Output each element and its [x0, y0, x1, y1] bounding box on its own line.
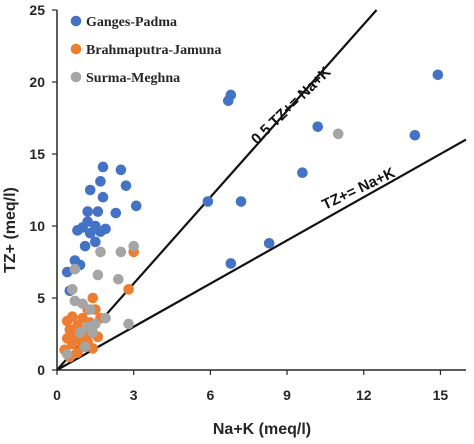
legend: Ganges-Padma Brahmaputra-Jamuna Surma-Me…	[70, 15, 221, 86]
data-point-ganges-padma	[312, 121, 324, 132]
legend-marker-surma	[70, 71, 82, 83]
data-point-surma-meghna	[92, 269, 104, 281]
data-point-ganges-padma	[115, 164, 127, 176]
data-point-ganges-padma	[432, 69, 444, 81]
data-point-ganges-padma	[92, 206, 104, 217]
data-point-surma-meghna	[79, 341, 91, 353]
data-point-surma-meghna	[113, 273, 124, 285]
data-point-ganges-padma	[130, 200, 142, 212]
data-point-ganges-padma	[97, 191, 109, 203]
data-point-ganges-padma	[110, 207, 122, 219]
y-tick-label: 5	[37, 290, 45, 306]
data-point-surma-meghna	[115, 246, 127, 258]
reference-line-2	[56, 138, 467, 371]
data-point-ganges-padma	[409, 129, 421, 141]
data-point-ganges-padma	[100, 223, 111, 235]
x-tick-label: 6	[206, 387, 214, 403]
y-tick-label: 15	[29, 146, 45, 162]
data-point-surma-meghna	[77, 298, 88, 310]
data-point-surma-meghna	[84, 304, 96, 315]
data-point-ganges-padma	[225, 89, 237, 101]
legend-marker-ganges	[70, 15, 82, 27]
x-tick-label: 15	[433, 387, 449, 403]
data-point-surma-meghna	[67, 284, 78, 295]
data-point-ganges-padma	[84, 184, 96, 196]
y-tick-label: 20	[29, 74, 45, 90]
data-point-ganges-padma	[120, 180, 132, 191]
legend-label-brahmaputra: Brahmaputra-Jamuna	[86, 43, 221, 58]
data-point-ganges-padma	[235, 196, 247, 207]
data-point-ganges-padma	[263, 237, 275, 249]
data-point-brahmaputra-jamuna	[123, 284, 134, 295]
y-tick-label: 25	[29, 2, 45, 18]
data-point-ganges-padma	[202, 196, 214, 207]
x-tick-label: 9	[283, 387, 291, 403]
x-tick-label: 12	[356, 387, 372, 403]
data-point-surma-meghna	[61, 348, 73, 360]
data-point-surma-meghna	[87, 327, 99, 338]
data-point-brahmaputra-jamuna	[67, 311, 78, 323]
y-axis-title: TZ+ (meq/l)	[2, 187, 19, 273]
data-point-surma-meghna	[69, 263, 81, 275]
data-point-ganges-padma	[225, 258, 237, 269]
legend-label-ganges: Ganges-Padma	[86, 15, 177, 30]
x-tick-label: 0	[53, 387, 61, 403]
legend-label-surma: Surma-Meghna	[86, 71, 180, 86]
data-point-ganges-padma	[95, 176, 106, 187]
data-point-brahmaputra-jamuna	[87, 292, 99, 304]
data-point-ganges-padma	[82, 206, 93, 217]
x-axis-title: Na+K (meq/l)	[213, 421, 311, 438]
data-point-surma-meghna	[100, 312, 111, 324]
data-point-surma-meghna	[74, 327, 86, 338]
data-point-surma-meghna	[332, 128, 344, 140]
data-point-surma-meghna	[123, 318, 134, 330]
data-point-surma-meghna	[95, 246, 106, 258]
data-point-surma-meghna	[90, 318, 101, 330]
data-points	[59, 69, 444, 363]
axes: 0 3 6 9 12 15 0 5 10 15 20 25	[29, 2, 466, 403]
x-tick-label: 3	[130, 387, 138, 403]
data-point-ganges-padma	[297, 167, 308, 179]
legend-marker-brahmaputra	[70, 43, 82, 55]
data-point-ganges-padma	[97, 161, 109, 173]
y-tick-label: 0	[37, 362, 45, 378]
data-point-ganges-padma	[79, 240, 91, 252]
reference-line-1	[56, 9, 378, 371]
y-tick-label: 10	[29, 218, 45, 234]
reference-lines	[56, 9, 467, 371]
data-point-surma-meghna	[128, 240, 139, 252]
data-point-ganges-padma	[90, 236, 101, 248]
